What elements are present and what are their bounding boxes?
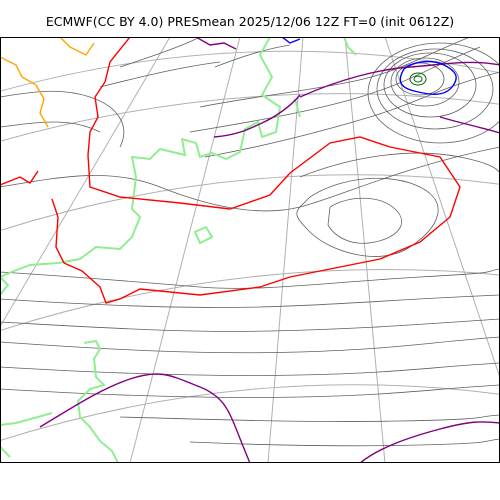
isobar	[0, 268, 500, 289]
isobar	[199, 37, 471, 108]
pressure-map	[0, 37, 500, 463]
graticule-meridians	[0, 37, 500, 463]
pressure-map-svg	[0, 37, 500, 463]
isobar	[204, 71, 500, 158]
figure-title: ECMWF(CC BY 4.0) PRESmean 2025/12/06 12Z…	[45, 14, 455, 29]
blue-contour	[399, 60, 457, 95]
blue-contours	[281, 37, 457, 95]
isobar	[0, 90, 125, 148]
isobar	[299, 152, 500, 182]
parallel-line	[0, 174, 500, 232]
isobar	[119, 414, 500, 422]
isobar-ring	[367, 42, 500, 144]
isobar	[0, 318, 500, 332]
parallel-line	[0, 269, 500, 332]
isobar	[327, 197, 402, 244]
isobar-ring	[395, 62, 445, 96]
meridian-line	[129, 37, 241, 463]
orange-contours	[0, 37, 95, 128]
purple-contour	[439, 116, 500, 134]
isobar	[0, 294, 500, 308]
purple-contour	[195, 37, 237, 50]
isobars	[0, 37, 500, 447]
coastline-segment	[0, 446, 11, 458]
coastline-segment	[343, 37, 357, 56]
isobar	[296, 177, 439, 257]
isobar	[214, 44, 291, 68]
parallel-line	[0, 93, 500, 142]
isobar	[189, 46, 481, 133]
coastline-segment	[76, 339, 119, 463]
isobar	[0, 121, 101, 133]
orange-contour	[0, 56, 49, 128]
low-pressure-center	[409, 72, 427, 86]
blue-contour	[281, 37, 301, 44]
parallel-line	[0, 50, 500, 92]
coastline-segment	[193, 225, 214, 245]
meridian-line	[267, 37, 304, 463]
coastline-segment	[0, 37, 282, 278]
isobar	[119, 37, 201, 68]
low-center-ring	[409, 72, 427, 86]
red-contours	[0, 37, 461, 304]
isobar-ring	[376, 48, 494, 130]
red-contour	[51, 37, 461, 304]
coastline	[0, 37, 357, 463]
purple-contour	[299, 61, 500, 98]
purple-contour	[213, 94, 301, 138]
parallel-line	[0, 384, 500, 442]
isobar-ring	[383, 52, 477, 118]
red-contour	[0, 170, 39, 186]
isobar	[99, 61, 221, 88]
orange-contour	[59, 37, 95, 56]
isobar	[0, 362, 500, 376]
coastline-segment	[0, 412, 53, 426]
isobar-ring	[390, 57, 460, 107]
isobar	[0, 146, 500, 212]
coastline-segment	[294, 98, 301, 118]
map-border	[0, 37, 500, 463]
meridian-line	[344, 37, 386, 463]
isobar	[189, 438, 500, 447]
purple-contour	[359, 421, 500, 463]
graticule-parallels	[0, 50, 500, 442]
purple-contour	[39, 373, 251, 463]
purple-contours	[39, 37, 500, 463]
meridian-line	[384, 37, 500, 380]
meridian-line	[0, 37, 171, 328]
isobar	[0, 336, 500, 354]
low-center-ring	[413, 75, 423, 83]
coastline-segment	[0, 276, 10, 296]
